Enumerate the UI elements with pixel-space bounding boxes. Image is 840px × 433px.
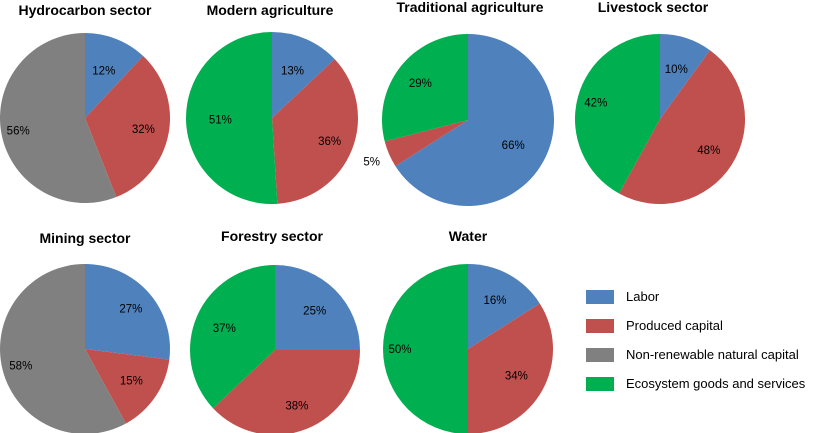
legend-label-non-renewable-natural-capital: Non-renewable natural capital [626, 347, 799, 362]
slice-label-labor: 27% [119, 304, 142, 316]
chart-title: Hydrocarbon sector [18, 2, 152, 18]
chart-title: Traditional agriculture [396, 0, 543, 15]
pie-slice-produced-capital [85, 56, 170, 198]
legend-label-labor: Labor [626, 289, 660, 304]
pie-chart-water: Water 16% 34% 50% [383, 228, 553, 433]
pie-slice-ecosystem-goods-and-services [383, 264, 468, 433]
chart-title: Modern agriculture [207, 2, 334, 18]
pie-slice-produced-capital [619, 50, 746, 205]
pie-slice-ecosystem-goods-and-services [185, 31, 278, 204]
slice-label-labor: 13% [281, 66, 304, 78]
slice-label-produced-capital: 5% [363, 157, 380, 169]
slice-label-produced-capital: 36% [318, 136, 341, 148]
legend-swatch-labor [586, 289, 614, 304]
slice-label-produced-capital: 15% [120, 376, 143, 388]
pie-chart-mining-sector: Mining sector 27% 15% 58% [0, 230, 170, 433]
slice-label-non-renewable-natural-capital: 58% [9, 361, 32, 373]
pie-slice-labor [85, 264, 170, 360]
pie-slice-ecosystem-goods-and-services [381, 34, 468, 142]
slice-label-labor: 16% [483, 295, 506, 307]
pie-slice-non-renewable-natural-capital [0, 264, 126, 433]
chart-title: Mining sector [39, 230, 131, 246]
pie-slice-non-renewable-natural-capital [0, 33, 117, 203]
legend-swatch-non-renewable-natural-capital [586, 347, 614, 362]
slice-label-ecosystem-goods-and-services: 37% [213, 323, 236, 335]
legend-swatch-ecosystem-goods-and-services [586, 376, 614, 391]
legend-label-produced-capital: Produced capital [626, 318, 723, 333]
slice-label-produced-capital: 48% [697, 145, 720, 157]
pie-chart-traditional-agriculture: Traditional agriculture 66% 5% 29% [363, 0, 555, 206]
slice-label-produced-capital: 32% [132, 124, 155, 136]
pie-slice-ecosystem-goods-and-services [189, 265, 275, 409]
legend-item-ecosystem-goods-and-services: Ecosystem goods and services [586, 369, 840, 398]
pie-slice-labor [275, 265, 360, 350]
pie-slice-produced-capital [272, 59, 358, 204]
chart-title: Forestry sector [221, 228, 323, 244]
slice-label-labor: 12% [92, 66, 115, 78]
pie-slice-produced-capital [384, 120, 468, 167]
pie-chart-modern-agriculture: Modern agriculture 13% 36% 51% [185, 2, 358, 204]
slice-label-labor: 10% [665, 64, 688, 76]
pie-slice-labor [660, 34, 710, 119]
pie-slice-labor [395, 34, 555, 206]
slice-label-ecosystem-goods-and-services: 51% [209, 115, 232, 127]
chart-title: Water [449, 228, 488, 244]
slice-label-labor: 66% [502, 140, 525, 152]
slice-label-ecosystem-goods-and-services: 42% [584, 98, 607, 110]
legend-item-non-renewable-natural-capital: Non-renewable natural capital [586, 340, 840, 369]
pie-chart-forestry-sector: Forestry sector 25% 38% 37% [189, 228, 360, 433]
pie-slice-produced-capital [85, 349, 170, 424]
legend-label-ecosystem-goods-and-services: Ecosystem goods and services [626, 376, 806, 391]
pie-slice-produced-capital [213, 350, 360, 433]
pie-slice-labor [85, 33, 144, 118]
slice-label-ecosystem-goods-and-services: 50% [388, 344, 411, 356]
pie-chart-hydrocarbon-sector: Hydrocarbon sector 12% 32% 56% [0, 2, 170, 203]
legend-item-labor: Labor [586, 282, 840, 311]
pie-slice-labor [468, 264, 540, 349]
slice-label-ecosystem-goods-and-services: 29% [409, 78, 432, 90]
slice-label-non-renewable-natural-capital: 56% [7, 126, 30, 138]
legend-item-produced-capital: Produced capital [586, 311, 840, 340]
legend: Labor Produced capital Non-renewable nat… [586, 282, 840, 398]
chart-title: Livestock sector [598, 0, 709, 15]
slice-label-labor: 25% [303, 305, 326, 317]
pie-slice-ecosystem-goods-and-services [574, 34, 660, 194]
slice-label-produced-capital: 34% [505, 371, 528, 383]
pie-chart-livestock-sector: Livestock sector 10% 48% 42% [574, 0, 746, 205]
slice-label-produced-capital: 38% [285, 400, 308, 412]
legend-swatch-produced-capital [586, 318, 614, 333]
pie-slice-labor [272, 32, 335, 118]
pie-slice-produced-capital [468, 303, 553, 433]
